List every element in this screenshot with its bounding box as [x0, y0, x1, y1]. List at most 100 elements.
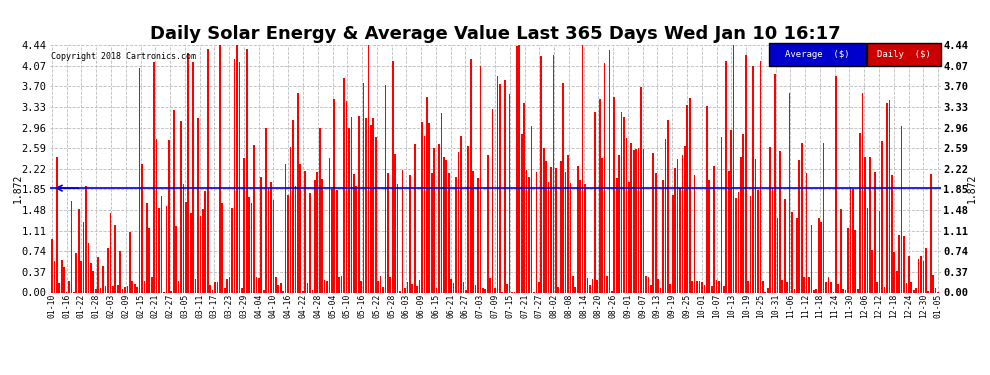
Bar	[222, 203, 223, 292]
Bar	[370, 125, 371, 292]
Bar	[545, 161, 546, 292]
Bar	[749, 196, 751, 292]
Bar	[866, 209, 868, 292]
Bar	[382, 287, 384, 292]
Bar	[377, 281, 379, 292]
Bar	[51, 238, 52, 292]
Bar	[784, 199, 785, 292]
Bar	[541, 56, 543, 292]
Bar	[290, 147, 291, 292]
Bar	[726, 61, 727, 292]
Bar	[818, 218, 820, 292]
Bar	[139, 68, 141, 292]
Bar	[579, 180, 581, 292]
Bar	[365, 118, 367, 292]
Bar	[619, 155, 620, 292]
Bar	[847, 228, 848, 292]
Bar	[499, 84, 501, 292]
Bar	[270, 182, 272, 292]
Bar	[842, 288, 843, 292]
Bar	[250, 203, 252, 292]
Bar	[567, 155, 569, 292]
Bar	[214, 282, 216, 292]
Bar	[844, 290, 846, 292]
Bar	[148, 228, 150, 292]
Bar	[317, 172, 318, 292]
Bar	[489, 279, 491, 292]
Bar	[192, 62, 194, 292]
Bar	[864, 158, 866, 292]
Bar	[484, 290, 486, 292]
Bar	[367, 45, 369, 292]
Bar	[871, 250, 873, 292]
Bar	[849, 187, 851, 292]
Text: 1.872: 1.872	[966, 174, 977, 203]
Bar	[636, 149, 637, 292]
Bar	[747, 280, 749, 292]
Bar	[443, 157, 445, 292]
Bar	[916, 288, 917, 292]
Bar	[472, 171, 474, 292]
Bar	[205, 191, 206, 292]
Bar	[550, 167, 551, 292]
Bar	[462, 282, 464, 292]
Bar	[421, 122, 423, 292]
Bar	[90, 263, 92, 292]
Bar	[711, 286, 713, 292]
Bar	[854, 230, 856, 292]
Bar	[207, 49, 209, 292]
Bar	[232, 209, 233, 292]
Bar	[260, 177, 262, 292]
Bar	[908, 256, 910, 292]
Bar	[285, 164, 286, 292]
Bar	[344, 78, 345, 292]
Bar	[200, 216, 201, 292]
Title: Daily Solar Energy & Average Value Last 365 Days Wed Jan 10 16:17: Daily Solar Energy & Average Value Last …	[149, 26, 841, 44]
Bar	[604, 63, 606, 292]
Bar	[569, 183, 571, 292]
Bar	[431, 173, 433, 292]
Bar	[786, 282, 788, 292]
Bar	[402, 170, 403, 292]
Bar	[744, 55, 746, 292]
Bar	[742, 134, 744, 292]
Bar	[202, 209, 204, 292]
Bar	[212, 290, 214, 292]
Bar	[774, 74, 776, 292]
Bar	[684, 147, 686, 292]
FancyBboxPatch shape	[867, 42, 940, 66]
Bar	[180, 121, 182, 292]
Bar	[672, 195, 673, 292]
Bar	[821, 222, 822, 292]
Bar	[419, 280, 421, 292]
Bar	[555, 168, 556, 292]
Bar	[594, 112, 596, 292]
Bar	[823, 143, 825, 292]
Bar	[696, 280, 698, 292]
Bar	[307, 283, 309, 292]
Bar	[384, 86, 386, 292]
Bar	[479, 66, 481, 292]
Bar	[87, 243, 89, 292]
Bar	[322, 179, 323, 292]
Bar	[645, 276, 646, 292]
Bar	[195, 279, 196, 292]
Bar	[255, 278, 257, 292]
Bar	[92, 271, 94, 292]
Bar	[621, 112, 623, 292]
Bar	[838, 284, 840, 292]
Bar	[718, 281, 720, 292]
Bar	[263, 290, 264, 292]
Bar	[616, 178, 618, 292]
Bar	[564, 172, 566, 292]
Bar	[429, 123, 430, 292]
Bar	[762, 281, 763, 292]
Bar	[360, 281, 362, 292]
Bar	[185, 202, 187, 292]
Bar	[704, 285, 705, 292]
Bar	[891, 175, 893, 292]
Bar	[487, 155, 488, 292]
Bar	[767, 288, 768, 292]
Bar	[609, 50, 610, 292]
Bar	[75, 253, 77, 292]
